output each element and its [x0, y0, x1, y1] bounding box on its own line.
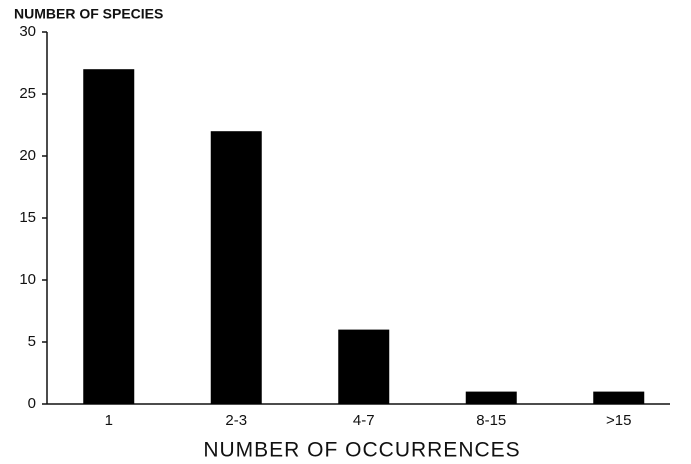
- x-axis-label: NUMBER OF OCCURRENCES: [203, 439, 520, 462]
- y-tick-label: 30: [19, 23, 36, 40]
- bar: [465, 391, 517, 404]
- y-tick-label: 20: [19, 147, 36, 164]
- bar: [593, 391, 645, 404]
- x-tick-label: 2-3: [225, 412, 247, 429]
- y-tick-label: 0: [28, 395, 36, 412]
- bar: [338, 329, 390, 404]
- y-axis-label: NUMBER OF SPECIES: [14, 6, 163, 22]
- x-tick-label: >15: [606, 412, 631, 429]
- x-tick-label: 4-7: [353, 412, 375, 429]
- x-tick-label: 8-15: [476, 412, 506, 429]
- y-tick-label: 15: [19, 209, 36, 226]
- y-tick-label: 25: [19, 85, 36, 102]
- x-tick-label: 1: [105, 412, 113, 429]
- bar: [83, 69, 135, 404]
- bar: [210, 131, 262, 404]
- y-tick-label: 10: [19, 271, 36, 288]
- y-tick-label: 5: [28, 333, 36, 350]
